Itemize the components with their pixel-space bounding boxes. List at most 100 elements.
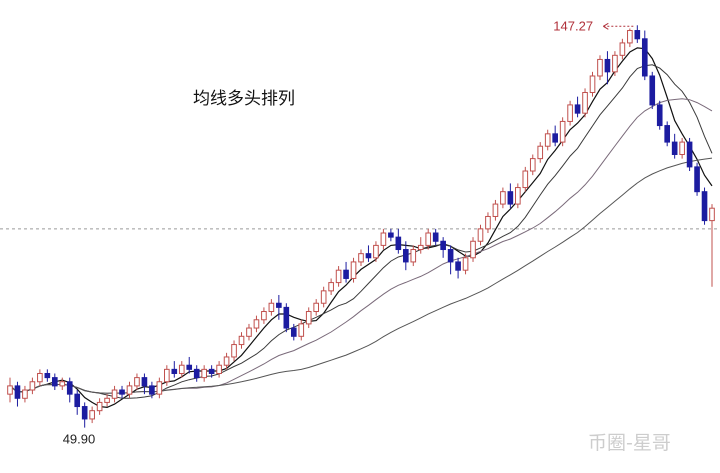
candle [74, 390, 81, 415]
candle [335, 266, 342, 287]
candle-body-up [627, 30, 633, 44]
candle [37, 369, 43, 386]
candle-body-down [365, 253, 372, 259]
candle [522, 166, 529, 192]
candle [492, 199, 499, 221]
candle-body-down [290, 327, 297, 337]
candle [119, 385, 125, 399]
candle [612, 51, 618, 76]
candle-body-up [492, 203, 499, 217]
candle-body-down [604, 58, 611, 73]
candle-body-up [529, 158, 536, 172]
candle-body-up [104, 397, 110, 403]
ma-10-line [9, 64, 713, 399]
candle-body-down [447, 249, 454, 263]
candle-body-up [298, 323, 305, 337]
candle-body-up [485, 215, 491, 230]
candle [51, 373, 58, 391]
candle-body-down [402, 249, 409, 263]
candle-body-down [193, 368, 200, 379]
candle [470, 237, 476, 262]
candle-body-down [649, 75, 656, 106]
watermark-text: 币圈-星哥 [588, 432, 671, 454]
candle-body-up [238, 335, 245, 346]
candle-body-up [582, 92, 588, 114]
candle-body-down [552, 133, 558, 143]
candle [597, 55, 603, 81]
candle [462, 253, 469, 275]
candle-body-down [686, 141, 693, 168]
candle-body-up [537, 145, 544, 160]
candle [425, 228, 432, 250]
candle-body-down [664, 125, 671, 143]
candle-body-down [634, 30, 641, 40]
candle-body-down [74, 393, 81, 408]
candle [567, 100, 573, 126]
candle [365, 245, 372, 262]
candle-body-up [156, 381, 163, 395]
candle [22, 385, 28, 403]
candle [193, 365, 200, 382]
candle [395, 228, 402, 254]
candle [664, 121, 671, 147]
candle-body-down [395, 236, 402, 251]
candle [126, 381, 133, 399]
candle-body-down [208, 368, 215, 374]
candle [515, 183, 521, 209]
candle-body-down [507, 191, 514, 205]
candle-body-down [186, 364, 193, 370]
candle-body-up [59, 381, 66, 387]
candle [604, 51, 611, 85]
candle-body-up [328, 282, 334, 292]
candle [380, 228, 387, 250]
candle [671, 133, 678, 159]
candle [186, 356, 193, 374]
candle-body-up [515, 187, 521, 205]
low-price-label: 49.90 [63, 432, 96, 447]
labels-layer: 均线多头排列 147.27 49.90 币圈-星哥 [63, 18, 671, 454]
candle [134, 373, 140, 391]
candle [627, 28, 633, 48]
candle [686, 137, 693, 172]
candle-body-up [223, 356, 230, 366]
candle-body-up [216, 364, 222, 374]
candle-body-up [709, 207, 715, 222]
high-price-arrowhead [603, 22, 609, 30]
candle-body-down [149, 385, 155, 395]
candle-body-up [305, 311, 312, 325]
candle-body-down [574, 104, 581, 114]
candle [320, 286, 327, 308]
candle [59, 377, 66, 391]
candle [223, 352, 230, 370]
candle-body-up [522, 170, 529, 189]
candle [81, 402, 88, 428]
candle [261, 307, 267, 324]
candle [89, 406, 95, 424]
candle [313, 299, 320, 316]
candle-body-up [96, 401, 103, 412]
candle [440, 237, 446, 258]
candle [156, 377, 163, 399]
candle-body-up [261, 311, 267, 321]
candle-body-up [231, 344, 237, 358]
candle-body-up [470, 240, 476, 259]
candle-body-up [612, 54, 618, 73]
candle [634, 25, 641, 43]
candle [559, 117, 566, 147]
candle-body-up [201, 368, 207, 379]
candle [44, 369, 51, 382]
candle-body-up [358, 253, 364, 263]
candle-body-down [455, 261, 461, 271]
candle-body-down [701, 191, 708, 222]
candle [694, 162, 700, 196]
candle-body-up [597, 58, 603, 77]
candle [649, 71, 656, 110]
candle [582, 88, 588, 118]
candle [171, 361, 178, 378]
candle [96, 398, 103, 415]
candle-body-up [22, 389, 28, 399]
candle-body-up [679, 141, 685, 155]
candle [432, 228, 439, 246]
candle-body-up [164, 368, 170, 383]
candle-body-down [440, 240, 446, 251]
